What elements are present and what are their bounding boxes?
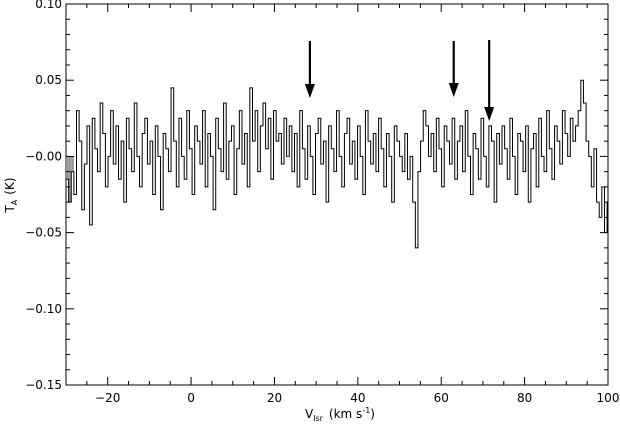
y-tick-label: −0.05: [25, 226, 62, 240]
y-tick-label: 0.05: [35, 73, 62, 87]
feature-arrow: [484, 40, 495, 121]
gray-fill-bar: [66, 156, 69, 180]
x-tick-label: 80: [517, 391, 532, 405]
x-tick-label: 40: [350, 391, 365, 405]
gray-fill-bar: [68, 156, 72, 203]
x-tick-label: −20: [95, 391, 120, 405]
x-tick-label: 100: [597, 391, 620, 405]
y-tick-label: −0.15: [25, 378, 62, 392]
plot-border: [65, 3, 609, 386]
gray-fill-bar: [71, 156, 74, 172]
x-tick-label: 20: [267, 391, 282, 405]
gray-fill-region: [66, 156, 74, 203]
y-tick-label: −0.10: [25, 302, 62, 316]
feature-arrow: [304, 41, 315, 98]
feature-arrow: [448, 41, 459, 97]
y-tick-label: 0.10: [35, 0, 62, 11]
y-axis-title: TA(K): [3, 177, 19, 213]
plot-frame: [65, 3, 609, 386]
x-tick-label: 0: [187, 391, 195, 405]
y-tick-label: −0.00: [25, 149, 62, 163]
x-axis-title: Vlsr (km s-1): [305, 406, 375, 423]
feature-arrows: [304, 40, 495, 121]
spectrum-series-line: [66, 79, 608, 249]
x-tick-label: 60: [434, 391, 449, 405]
y-axis: −0.15 −0.10 −0.05 −0.00 0.05 0.10: [25, 0, 608, 392]
x-axis: −20 0 20 40 60 80 100: [65, 4, 620, 405]
